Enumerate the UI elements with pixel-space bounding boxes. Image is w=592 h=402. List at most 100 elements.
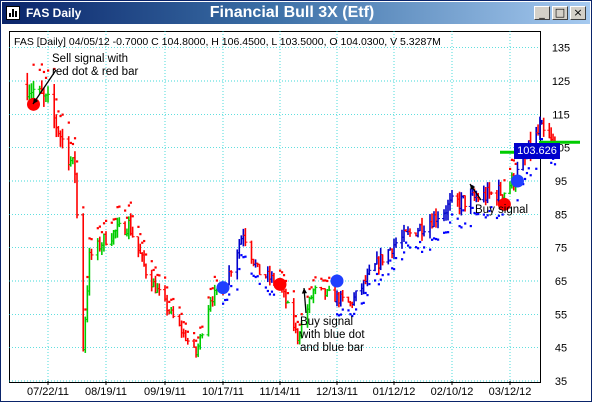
stop-dot <box>435 237 438 241</box>
annotation-line: Sell signal with <box>52 53 129 65</box>
stop-dot <box>540 138 544 141</box>
stop-dot <box>417 247 420 250</box>
stop-dot <box>59 114 62 118</box>
stop-dot <box>213 275 216 278</box>
stop-dot <box>431 238 434 241</box>
plot-area[interactable] <box>9 31 541 383</box>
stop-dot <box>199 326 202 329</box>
stop-dot <box>336 313 339 316</box>
stop-dot <box>328 276 331 279</box>
stop-dot <box>326 279 329 283</box>
stop-dot <box>32 63 35 66</box>
stop-dot <box>195 339 198 342</box>
buy-signal-annotation-mid: Buy signal with blue dot and blue bar <box>300 316 365 355</box>
stop-dot <box>460 226 463 229</box>
stop-dot <box>458 225 461 228</box>
stop-dot <box>362 301 365 304</box>
x-tick-label: 01/12/12 <box>373 386 416 398</box>
stop-dot <box>324 279 327 282</box>
stop-dot <box>379 278 382 281</box>
stop-dot <box>193 332 196 335</box>
stop-dot <box>168 300 171 303</box>
stop-dot <box>141 241 144 244</box>
stop-dot <box>125 216 129 219</box>
stop-dot <box>374 279 377 282</box>
stop-dot <box>484 216 487 219</box>
close-button[interactable]: × <box>570 6 586 20</box>
stop-dot <box>116 206 119 209</box>
stop-dot <box>449 221 452 224</box>
stop-dot <box>102 222 106 225</box>
stop-dot <box>529 174 532 177</box>
stop-dot <box>364 291 367 295</box>
stop-dot <box>280 271 284 274</box>
stop-dot <box>553 163 557 166</box>
stop-dot <box>490 206 493 209</box>
annotation-arrowhead <box>470 184 476 190</box>
stop-dot <box>482 213 486 216</box>
x-tick-label: 07/22/11 <box>27 386 69 398</box>
stop-dot <box>118 205 121 208</box>
y-tick-label: 95 <box>555 176 567 188</box>
stop-dot <box>445 231 448 234</box>
stop-dot <box>270 290 274 293</box>
stop-dot <box>124 209 127 212</box>
stop-dot <box>389 259 392 262</box>
stop-dot <box>244 255 247 258</box>
stop-dot <box>170 298 173 301</box>
stop-dot <box>215 279 218 282</box>
y-tick-label: 35 <box>555 376 567 388</box>
x-tick-label: 10/17/11 <box>202 386 244 398</box>
ohlc-info-line: FAS [Daily] 04/05/12 -0.7000 C 104.8000,… <box>14 36 441 48</box>
title-bar[interactable]: FAS Daily Financial Bull 3X (Etf) _ □ × <box>2 2 590 24</box>
stop-dot <box>306 295 309 298</box>
stop-dot <box>96 227 99 230</box>
stop-dot <box>82 206 85 209</box>
x-tick-label: 08/19/11 <box>85 386 127 398</box>
sell-signal-annotation: Sell signal with red dot & red bar <box>52 53 138 79</box>
stop-dot <box>419 240 422 244</box>
y-tick-label: 135 <box>552 43 570 55</box>
stop-dot <box>150 260 153 263</box>
buy-signal-dot <box>216 281 230 295</box>
stop-dot <box>377 283 380 286</box>
stop-dot <box>456 217 459 220</box>
stop-dot <box>469 224 472 228</box>
stop-dot <box>61 113 64 116</box>
stop-dot <box>351 314 354 318</box>
stop-dot <box>240 254 243 257</box>
stop-dot <box>236 288 239 291</box>
stop-dot <box>437 238 440 241</box>
maximize-button[interactable]: □ <box>552 6 568 20</box>
stop-dot <box>114 217 117 221</box>
stop-dot <box>433 237 436 240</box>
stop-dot <box>477 212 480 216</box>
stop-dot <box>47 69 50 72</box>
stop-dot <box>355 308 358 311</box>
stop-dot <box>73 137 77 140</box>
stop-dot <box>337 314 341 317</box>
stop-dot <box>339 313 342 316</box>
stop-dot <box>264 286 267 289</box>
stop-dot <box>535 167 538 170</box>
stop-dot <box>486 214 489 217</box>
stop-dot <box>40 63 43 66</box>
stop-dot <box>38 68 41 71</box>
stop-dot <box>475 213 478 216</box>
stop-dot <box>368 282 371 286</box>
minimize-button[interactable]: _ <box>534 6 550 20</box>
annotation-line: red dot & red bar <box>52 66 139 78</box>
stop-dot <box>201 325 204 328</box>
stop-dot <box>488 209 491 213</box>
stop-dot <box>98 225 101 228</box>
stop-dot <box>407 244 410 247</box>
stop-dot <box>320 277 323 280</box>
stop-dot <box>300 313 303 316</box>
stop-dot <box>527 167 530 170</box>
stop-dot <box>464 222 467 225</box>
stop-dot <box>228 293 231 296</box>
stop-dot <box>127 204 131 207</box>
stop-dot <box>443 231 446 234</box>
stop-dot <box>512 159 515 162</box>
stop-dot <box>393 268 396 271</box>
